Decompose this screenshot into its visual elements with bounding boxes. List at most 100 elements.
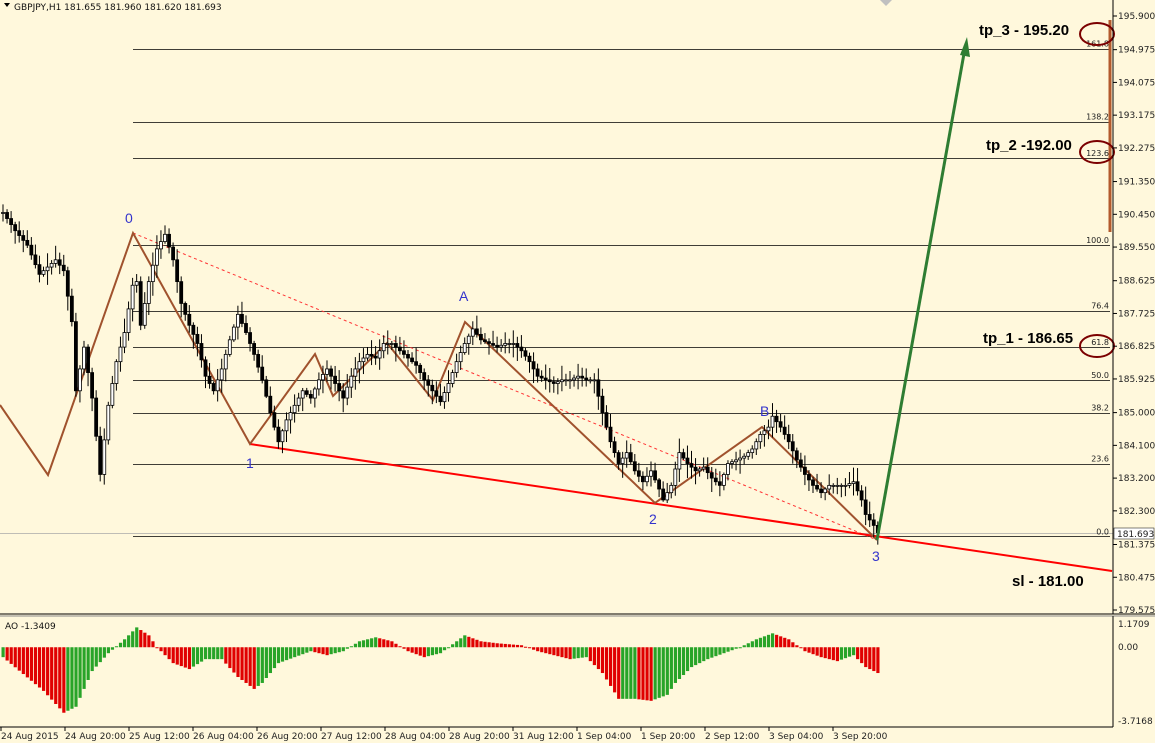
ao-bar [742, 645, 746, 648]
candle-body [863, 499, 868, 515]
ao-bar [114, 646, 119, 648]
ao-bar [256, 647, 260, 686]
ao-bar [98, 647, 102, 663]
ao-bar [726, 647, 730, 652]
candle-body [705, 466, 710, 474]
candle-body [450, 372, 455, 384]
ao-bar [625, 647, 629, 699]
ao-bar [135, 627, 139, 648]
ao-bar [544, 647, 548, 654]
ao-bar [82, 647, 86, 689]
candle-body [551, 381, 556, 384]
candle-body [130, 284, 135, 310]
ao-bar [560, 647, 564, 658]
ao-bar [831, 647, 835, 661]
ao-bar [775, 634, 779, 648]
ao-bar [843, 647, 848, 659]
candle-body [754, 441, 759, 450]
ao-bar [163, 647, 167, 656]
candle-body [333, 375, 338, 384]
candle-body [361, 357, 366, 363]
ao-bar [325, 647, 329, 656]
ao-bar [495, 643, 499, 648]
ao-bar [378, 638, 382, 648]
ao-bar [33, 647, 38, 685]
ao-bar [528, 647, 532, 649]
candle-body [25, 239, 30, 246]
ao-bar [58, 647, 62, 709]
candle-body [86, 346, 90, 373]
price-tick-0: 195.900 [1118, 12, 1155, 22]
candles[interactable] [1, 204, 880, 545]
ao-bar [248, 647, 252, 686]
trend-lines [132, 232, 1113, 572]
ao-title: AO -1.3409 [5, 622, 56, 632]
ao-bar [17, 647, 21, 671]
time-tick-11: 2 Sep 12:00 [705, 732, 760, 742]
ao-bar [669, 647, 673, 689]
ao-bar [503, 643, 507, 648]
candle-body [122, 332, 127, 348]
ao-bar [370, 638, 374, 648]
shift-marker-icon[interactable] [880, 0, 892, 6]
candle-body [442, 392, 447, 403]
candle-body [722, 474, 726, 486]
time-tick-1: 24 Aug 20:00 [65, 732, 126, 742]
ao-bar [523, 646, 528, 648]
ao-bar [131, 631, 135, 648]
ao-bar [815, 647, 819, 656]
candle-body [329, 368, 333, 377]
candle-body [248, 332, 252, 344]
candle-body [794, 450, 799, 461]
ao-bar [600, 647, 605, 674]
ao-bar [823, 647, 827, 659]
fib-level-2: 123.6 [1086, 149, 1109, 158]
ao-bar [746, 643, 750, 648]
candle-body [110, 383, 115, 406]
ao-bar [491, 642, 495, 648]
candle-body [746, 452, 751, 457]
candle-body [734, 459, 738, 463]
ao-bar [552, 647, 556, 656]
price-tick-5: 191.350 [1118, 178, 1155, 188]
candle-body [102, 439, 107, 475]
ao-bar [179, 647, 183, 667]
target-arrow-head [960, 37, 970, 57]
ao-bar [779, 636, 783, 648]
ao-bar [337, 647, 341, 653]
candle-body [543, 377, 548, 381]
time-tick-4: 26 Aug 20:00 [257, 732, 318, 742]
candle-body [308, 394, 313, 399]
symbol-dropdown-icon[interactable] [4, 3, 10, 7]
candle-body [191, 324, 196, 335]
candle-body [410, 357, 414, 363]
candle-body [167, 233, 171, 248]
ao-tick-1: 0.00 [1118, 643, 1138, 653]
candle-body [5, 212, 9, 219]
candle-body [353, 368, 358, 377]
ao-bar [418, 647, 422, 656]
ao-bar [236, 647, 240, 678]
candle-body [171, 246, 176, 261]
candle-body [438, 395, 443, 403]
candle-body [851, 481, 856, 484]
candle-body [215, 379, 220, 392]
candle-body [163, 233, 167, 242]
candle-body [519, 346, 524, 352]
ao-bar [240, 647, 244, 680]
candle-body [272, 412, 277, 428]
ao-bar [471, 638, 475, 648]
candle-body [300, 390, 305, 399]
ao-bar [228, 647, 232, 669]
candle-body [288, 412, 293, 421]
ao-bar [9, 647, 13, 664]
fib-level-9: 0.0 [1096, 527, 1109, 536]
candle-body [859, 490, 864, 501]
fib-level-4: 76.4 [1091, 302, 1109, 311]
ao-bar [147, 635, 151, 648]
candle-body [596, 379, 601, 397]
candle-body [365, 353, 370, 359]
ao-bar [507, 644, 511, 648]
ao-bar [540, 647, 544, 653]
ao-bar [633, 647, 637, 699]
